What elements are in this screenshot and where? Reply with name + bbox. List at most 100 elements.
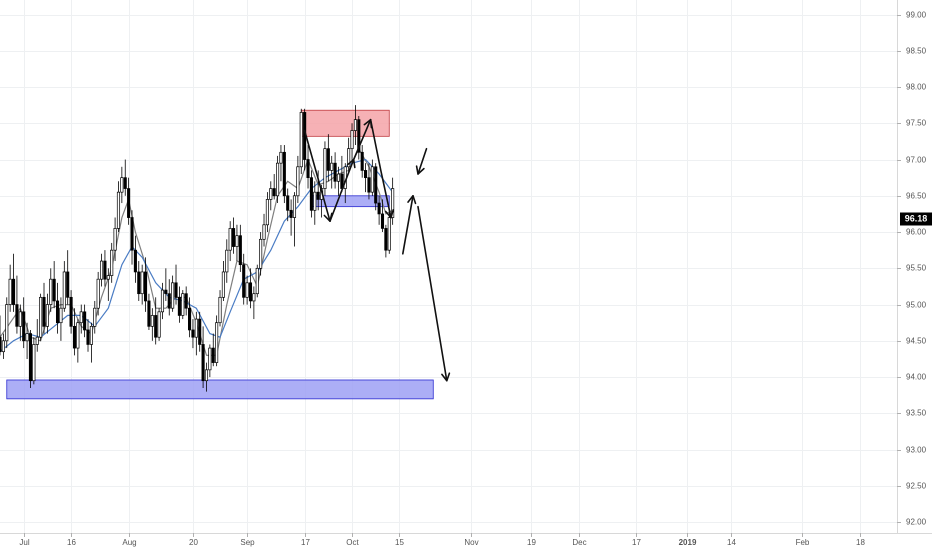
- candle-body-up: [279, 151, 283, 164]
- zone-box[interactable]: [6, 379, 434, 400]
- candle: [194, 311, 198, 356]
- candle: [374, 163, 378, 211]
- candle-body-up: [353, 119, 357, 131]
- candle-body-up: [62, 271, 66, 309]
- candle: [55, 282, 60, 334]
- annotation-arrow[interactable]: [369, 118, 394, 219]
- candle-body-up: [296, 166, 300, 197]
- candle-body-up: [171, 282, 175, 309]
- candle: [171, 275, 175, 312]
- candle: [286, 188, 290, 222]
- x-tick-label: Dec: [572, 538, 586, 547]
- candle: [232, 217, 236, 254]
- candle: [380, 199, 385, 233]
- price-axis[interactable]: 99.00 98.50 98.00 97.50 97.00 96.50 96.00 95.50…: [897, 11, 927, 527]
- time-axis[interactable]: Jul 16 Aug 20 Sep 17 Oct 15 Nov 19 Dec 17 2019 14 Feb 1…: [19, 533, 865, 547]
- candle: [357, 116, 361, 160]
- candle-body-up: [106, 275, 110, 280]
- candle: [262, 213, 266, 247]
- candle-body-down: [133, 249, 137, 273]
- candle-body-down: [380, 213, 385, 229]
- candle-body-down: [11, 278, 16, 305]
- candle-body-up: [110, 249, 114, 276]
- arrow-head: [441, 372, 451, 382]
- candle-body-down: [154, 315, 158, 338]
- candle-body-down: [238, 235, 242, 266]
- candle: [62, 261, 66, 312]
- annotation-arrow[interactable]: [415, 147, 428, 175]
- candle-body-up: [35, 336, 39, 345]
- candle-body-down: [286, 195, 290, 211]
- candle-body-down: [174, 282, 178, 298]
- candle-body-up: [276, 162, 280, 197]
- candle: [181, 290, 185, 320]
- y-tick-label: 95.00: [906, 301, 927, 310]
- candle-body-up: [181, 293, 185, 316]
- zone-box[interactable]: [300, 109, 390, 137]
- candle: [99, 253, 104, 287]
- annotation-arrow[interactable]: [402, 195, 417, 255]
- candle-body-down: [123, 177, 127, 189]
- candle: [140, 264, 144, 305]
- candle-body-up: [120, 177, 124, 193]
- x-tick-label: 19: [527, 538, 536, 547]
- candle-body-up: [370, 166, 374, 193]
- candle-body-up: [49, 278, 53, 305]
- candle-body-up: [59, 307, 63, 324]
- y-tick-label: 96.50: [906, 192, 927, 201]
- x-tick-label: Feb: [796, 538, 810, 547]
- annotation-arrow[interactable]: [417, 205, 451, 382]
- candle: [39, 293, 43, 341]
- x-tick-label: Sep: [240, 538, 255, 547]
- y-tick-label: 94.50: [906, 337, 927, 346]
- candle: [347, 137, 351, 175]
- candle: [116, 181, 121, 233]
- y-tick-label: 92.00: [906, 518, 927, 527]
- candle-body-up: [99, 260, 104, 280]
- candle-body-down: [326, 148, 330, 171]
- candle: [272, 174, 276, 200]
- candle: [377, 195, 381, 225]
- arrow-shaft: [417, 147, 428, 175]
- candle: [330, 155, 334, 189]
- candle: [292, 192, 297, 247]
- last-price-tag: 96.18: [900, 212, 932, 226]
- candle: [0, 315, 2, 356]
- candle-body-down: [184, 293, 188, 309]
- candle: [35, 319, 39, 352]
- candle: [123, 159, 127, 196]
- candle: [120, 166, 124, 204]
- candle-body-up: [113, 228, 117, 251]
- candle-body-up: [292, 195, 297, 218]
- candle-body-up: [150, 315, 154, 327]
- candle-body-up: [221, 271, 225, 298]
- candle: [83, 304, 87, 338]
- candle-body-down: [69, 296, 73, 327]
- candle-body-down: [316, 191, 320, 200]
- candle-body-down: [167, 293, 171, 309]
- candle: [208, 344, 212, 378]
- candle-body-down: [144, 271, 148, 302]
- candle: [198, 311, 202, 352]
- arrow-shaft: [329, 158, 355, 222]
- candle: [15, 275, 19, 334]
- candle: [221, 261, 225, 301]
- y-tick-label: 95.50: [906, 264, 927, 273]
- candle-body-down: [242, 264, 246, 298]
- candle: [18, 304, 22, 341]
- candle-body-down: [164, 289, 168, 295]
- x-tick-label: Jul: [19, 538, 29, 547]
- x-tick-label: 16: [67, 538, 76, 547]
- candle: [154, 297, 158, 345]
- candle: [86, 319, 90, 352]
- x-tick-label: 17: [632, 538, 641, 547]
- candle-body-down: [28, 333, 33, 382]
- candle: [269, 181, 273, 211]
- candle: [238, 224, 242, 272]
- candle: [96, 271, 100, 316]
- candle: [391, 177, 395, 225]
- x-tick-label: 15: [395, 538, 404, 547]
- candle-body-down: [232, 228, 236, 247]
